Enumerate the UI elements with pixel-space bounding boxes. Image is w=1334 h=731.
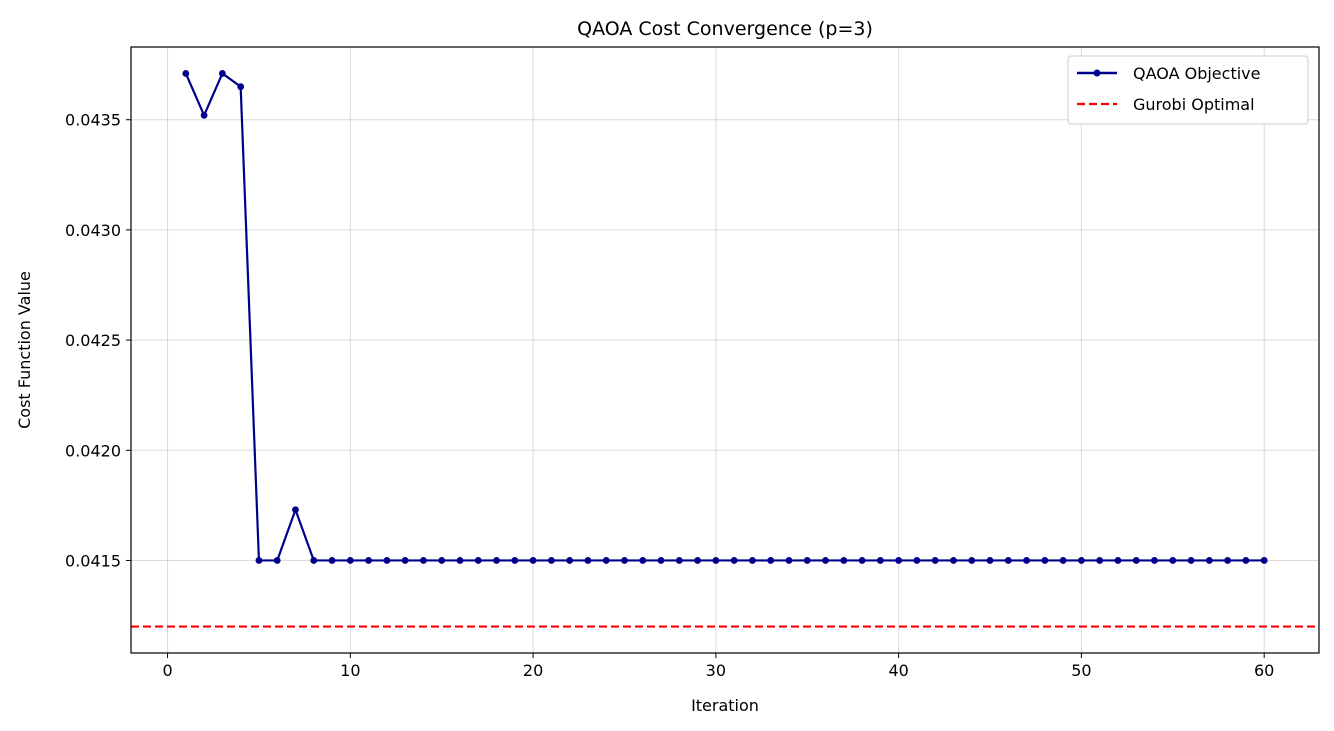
y-tick-label: 0.0415 (65, 551, 121, 570)
qaoa-point (1041, 557, 1049, 564)
qaoa-point (328, 557, 336, 564)
qaoa-point (310, 557, 318, 564)
x-tick-label: 10 (340, 661, 360, 680)
grid (131, 47, 1319, 653)
axis-ticks: 0 10 20 30 40 50 60 0.0415 0.0420 0.0425 0.0430 0.0… (65, 111, 1274, 680)
plot-frame (130, 46, 1320, 654)
qaoa-point (803, 557, 811, 564)
legend-label-qaoa: QAOA Objective (1133, 64, 1260, 83)
x-tick-label: 20 (523, 661, 543, 680)
qaoa-point (950, 557, 957, 564)
qaoa-point (1078, 557, 1085, 564)
qaoa-point (1205, 557, 1213, 564)
qaoa-point (1096, 557, 1104, 564)
x-tick-label: 40 (888, 661, 908, 680)
qaoa-point (1059, 557, 1067, 564)
qaoa-point (255, 557, 263, 564)
qaoa-point (822, 557, 829, 564)
y-tick-label: 0.0425 (65, 331, 121, 350)
qaoa-point (602, 557, 610, 564)
qaoa-point (657, 557, 665, 564)
qaoa-point (511, 557, 519, 564)
qaoa-point (438, 557, 446, 564)
qaoa-point (292, 506, 299, 514)
x-tick-label: 60 (1254, 661, 1274, 680)
qaoa-point (1132, 557, 1140, 564)
qaoa-point (1169, 557, 1177, 564)
qaoa-point (1187, 557, 1195, 564)
qaoa-point (675, 557, 683, 564)
qaoa-point (365, 557, 372, 564)
qaoa-point (493, 557, 500, 564)
qaoa-point (529, 557, 537, 564)
qaoa-point (730, 557, 738, 564)
qaoa-point (694, 557, 701, 564)
qaoa-point (1151, 557, 1158, 564)
qaoa-point (383, 557, 391, 564)
qaoa-point (712, 557, 720, 564)
qaoa-point (200, 111, 208, 119)
qaoa-point (237, 83, 245, 91)
x-tick-label: 0 (162, 661, 172, 680)
y-tick-label: 0.0435 (65, 111, 121, 130)
qaoa-objective-line (184, 72, 1265, 562)
legend-label-gurobi: Gurobi Optimal (1133, 95, 1255, 114)
qaoa-point (1004, 557, 1012, 564)
qaoa-point (1224, 557, 1232, 564)
qaoa-point (547, 557, 555, 564)
qaoa-point (346, 557, 354, 564)
qaoa-point (968, 557, 976, 564)
qaoa-point (895, 557, 903, 564)
qaoa-point (1260, 557, 1268, 564)
qaoa-point (876, 557, 884, 564)
y-tick-label: 0.0420 (65, 441, 121, 460)
qaoa-point (639, 557, 647, 564)
legend-box (1067, 55, 1309, 125)
qaoa-point (584, 557, 592, 564)
legend-marker-qaoa (1093, 69, 1101, 77)
qaoa-point (767, 557, 775, 564)
qaoa-point (1023, 557, 1030, 564)
qaoa-point (273, 557, 281, 564)
qaoa-point (858, 557, 866, 564)
qaoa-point (621, 557, 628, 564)
y-tick-label: 0.0430 (65, 221, 121, 240)
chart-title: QAOA Cost Convergence (p=3) (577, 18, 873, 40)
y-axis-title: Cost Function Value (15, 271, 34, 429)
qaoa-point (420, 557, 427, 564)
qaoa-point (1242, 557, 1250, 564)
qaoa-point (566, 557, 574, 564)
legend: QAOA Objective Gurobi Optimal (1067, 55, 1309, 125)
qaoa-point (401, 557, 409, 564)
qaoa-point (986, 557, 994, 564)
qaoa-point (913, 557, 921, 564)
x-tick-label: 50 (1071, 661, 1091, 680)
qaoa-point (456, 557, 464, 564)
qaoa-point (749, 557, 756, 564)
qaoa-point (840, 557, 848, 564)
qaoa-point (474, 557, 482, 564)
x-tick-label: 30 (706, 661, 726, 680)
qaoa-point (931, 557, 939, 564)
qaoa-point (218, 70, 226, 77)
qaoa-point (182, 70, 190, 77)
plot-series (131, 70, 1319, 628)
qaoa-point (1114, 557, 1122, 564)
qaoa-point (785, 557, 793, 564)
x-axis-title: Iteration (691, 696, 759, 715)
